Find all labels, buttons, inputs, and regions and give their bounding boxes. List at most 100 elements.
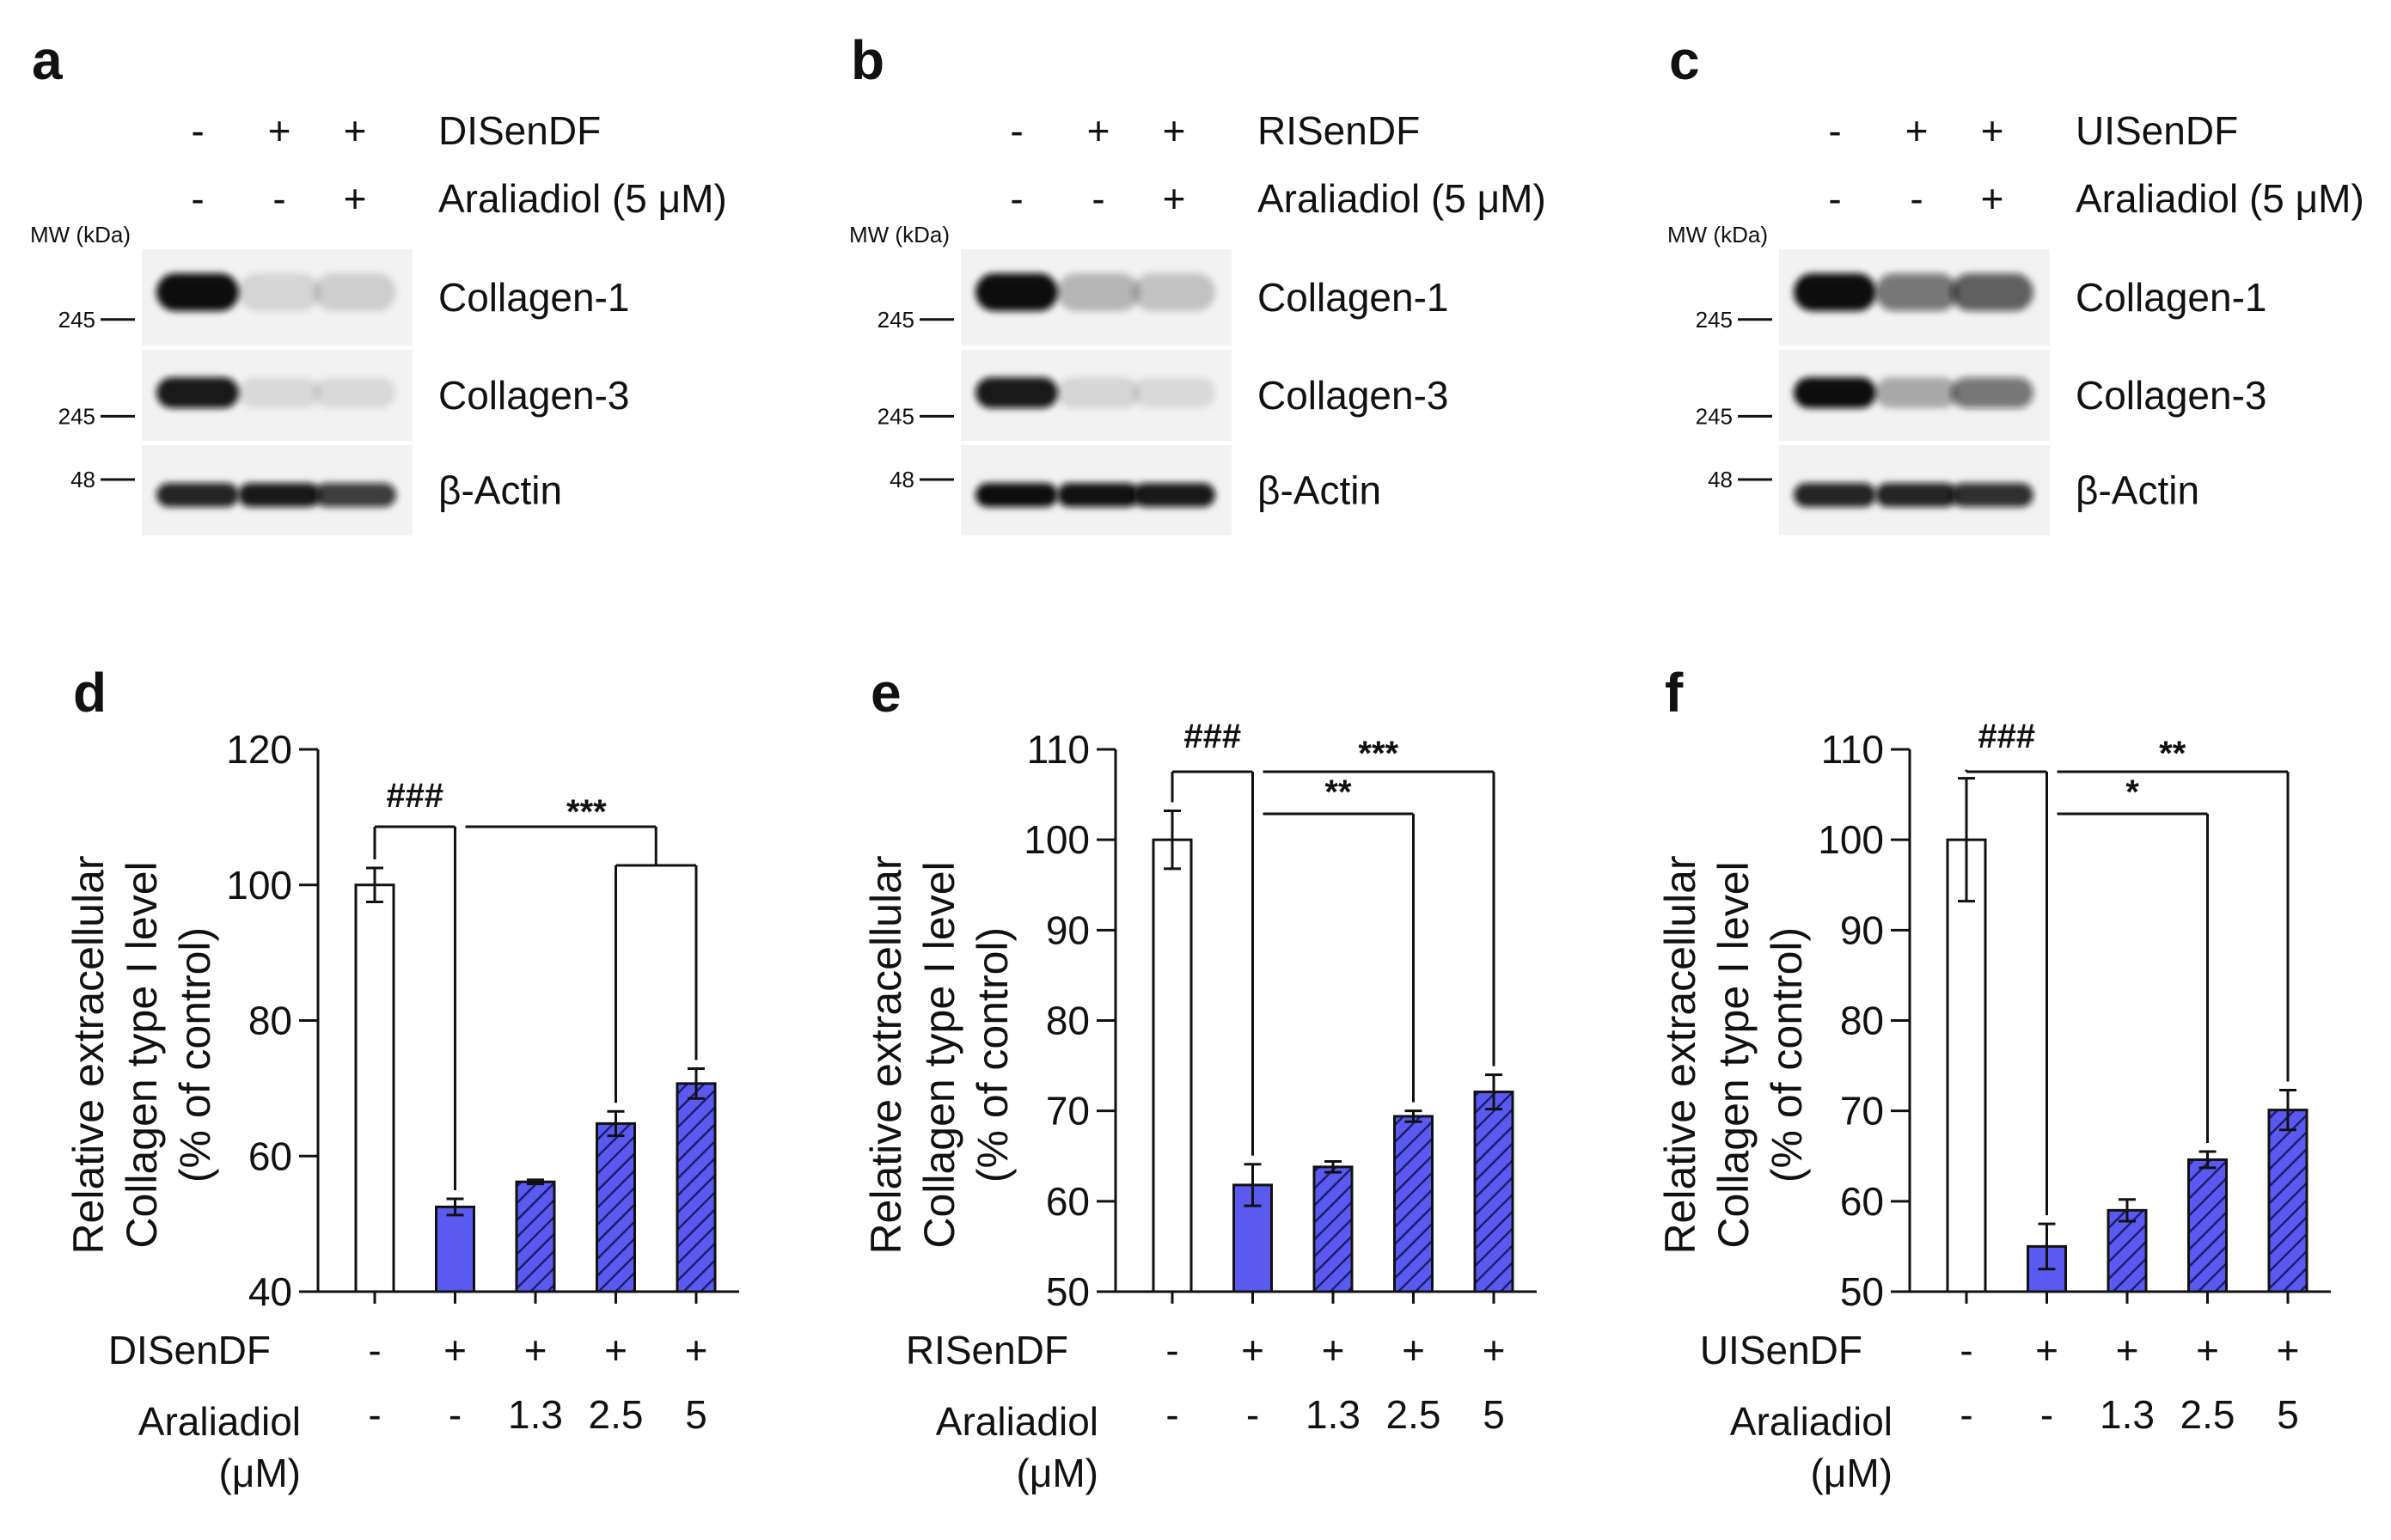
mw-marker-label: 48 — [890, 467, 914, 492]
band-name: β-Actin — [2076, 468, 2199, 513]
araliadiol-dose: 2.5 — [2180, 1392, 2235, 1437]
blot-band — [1794, 377, 1876, 408]
blot-band — [1794, 273, 1876, 311]
band-name: Collagen-1 — [438, 275, 629, 320]
bar — [596, 1121, 636, 1293]
mw-marker-label: 48 — [1708, 467, 1733, 492]
bar — [1152, 838, 1193, 1293]
treatment-sign: + — [1483, 1328, 1506, 1372]
araliadiol-label: Araliadiol — [936, 1399, 1098, 1444]
treatment-sign: + — [1322, 1328, 1345, 1372]
treatment-sign: + — [443, 1328, 467, 1372]
blot-panel-c: c- + + UISenDF- - + Araliadiol (5 μM)MW (kDa)2… — [1667, 29, 2364, 535]
treatment-sign: + — [1087, 108, 1110, 153]
y-tick-label: 40 — [248, 1269, 292, 1314]
y-axis-title-line: Relative extracellular — [64, 855, 113, 1254]
sig-label: ### — [1978, 718, 2035, 755]
sig-label: ### — [386, 777, 443, 815]
araliadiol-dose: 1.3 — [2100, 1392, 2155, 1437]
y-tick-label: 50 — [1840, 1269, 1884, 1314]
araliadiol-label: Araliadiol — [1730, 1399, 1893, 1444]
y-tick-label: 100 — [1818, 817, 1884, 862]
sig-label: ### — [1183, 718, 1241, 755]
treatment-sign: + — [2035, 1328, 2058, 1372]
y-axis-title: Relative extracellular Collagen type I le… — [1656, 855, 1811, 1254]
y-tick-label: 120 — [226, 727, 292, 772]
araliadiol-dose: - — [1165, 1392, 1178, 1437]
araliadiol-label: Araliadiol (5 μM) — [438, 176, 727, 221]
mw-marker-label: 245 — [878, 307, 914, 333]
bar — [2267, 1109, 2308, 1293]
blot-band — [156, 483, 239, 507]
blot-band — [238, 377, 321, 408]
band-name: Collagen-1 — [2076, 275, 2266, 320]
panel-label: c — [1669, 29, 1700, 91]
y-tick-label: 110 — [1027, 727, 1090, 772]
araliadiol-sign: - — [272, 176, 285, 221]
blot-band — [1875, 483, 1958, 507]
y-tick-label: 90 — [1046, 908, 1090, 952]
blot-band — [1133, 273, 1215, 311]
blot-row-collagen-1: 245 Collagen-1 — [58, 249, 629, 345]
bar — [515, 1180, 556, 1293]
y-axis-title-line: (% of control) — [1763, 927, 1811, 1182]
mw-marker-label: 245 — [878, 403, 914, 429]
blot-row--actin: 48 β-Actin — [890, 445, 1381, 535]
band-name: Collagen-3 — [438, 373, 629, 418]
treatment-sign: + — [344, 108, 367, 153]
treatment-sign: - — [1960, 1328, 1972, 1372]
chart-panel-e: e 50 60 70 80 90 100 110 Relative extracellular C… — [862, 662, 1537, 1495]
araliadiol-dose: 2.5 — [1386, 1392, 1441, 1437]
mw-header: MW (kDa) — [849, 222, 950, 248]
araliadiol-dose: - — [368, 1392, 381, 1437]
y-tick-label: 60 — [1840, 1179, 1884, 1224]
band-name: Collagen-3 — [2076, 373, 2266, 418]
araliadiol-sign: - — [1828, 176, 1841, 221]
y-tick-label: 70 — [1046, 1089, 1090, 1134]
treatment-sign: + — [2277, 1328, 2300, 1372]
treatment-sign: - — [1828, 108, 1841, 153]
y-axis-title: Relative extracellular Collagen type I le… — [862, 855, 1017, 1254]
blot-band — [975, 273, 1058, 311]
blot-row--actin: 48 β-Actin — [1708, 445, 2199, 535]
treatment-sign: - — [1010, 108, 1023, 153]
bar — [354, 883, 395, 1293]
mw-marker-label: 245 — [58, 403, 95, 429]
araliadiol-sign: - — [191, 176, 204, 221]
blot-panel-a: a- + + DISenDF- - + Araliadiol (5 μM)MW (kDa)2… — [30, 29, 727, 535]
blot-band — [1794, 483, 1876, 507]
chart-panel-d: d 40 60 80 100 120 Relative extracellular Colla… — [64, 662, 739, 1495]
treatment-label: DISenDF — [108, 1328, 271, 1372]
blot-row--actin: 48 β-Actin — [70, 445, 562, 535]
y-tick-label: 70 — [1840, 1089, 1884, 1134]
y-tick-label: 80 — [1840, 999, 1884, 1043]
blot-band — [1133, 483, 1215, 507]
blot-row-collagen-3: 245 Collagen-3 — [878, 350, 1448, 441]
y-axis-title: Relative extracellular Collagen type I le… — [64, 855, 219, 1254]
treatment-sign: + — [2196, 1328, 2219, 1372]
bar — [2187, 1158, 2228, 1293]
araliadiol-sign: + — [1163, 176, 1186, 221]
blot-band — [238, 483, 321, 507]
y-tick-label: 90 — [1840, 908, 1884, 952]
y-axis-title-line: (% of control) — [969, 927, 1017, 1182]
sig-label: *** — [1358, 735, 1398, 773]
y-tick-label: 60 — [248, 1134, 292, 1178]
mw-marker-label: 245 — [58, 307, 95, 333]
araliadiol-unit: (μM) — [1811, 1451, 1893, 1495]
sig-label: *** — [566, 793, 607, 831]
blot-row-collagen-3: 245 Collagen-3 — [1696, 350, 2266, 441]
blot-band — [314, 377, 396, 408]
y-axis-title-line: Collagen type I level — [915, 861, 963, 1248]
panel-label: e — [871, 662, 902, 724]
sig-label: ** — [1324, 773, 1352, 811]
band-name: β-Actin — [1257, 468, 1381, 513]
blot-band — [1875, 377, 1958, 408]
treatment-label: UISenDF — [2076, 108, 2238, 153]
blot-band — [1951, 483, 2033, 507]
mw-header: MW (kDa) — [1667, 222, 1768, 248]
blot-band — [975, 377, 1058, 408]
araliadiol-label: Araliadiol (5 μM) — [1257, 176, 1546, 221]
